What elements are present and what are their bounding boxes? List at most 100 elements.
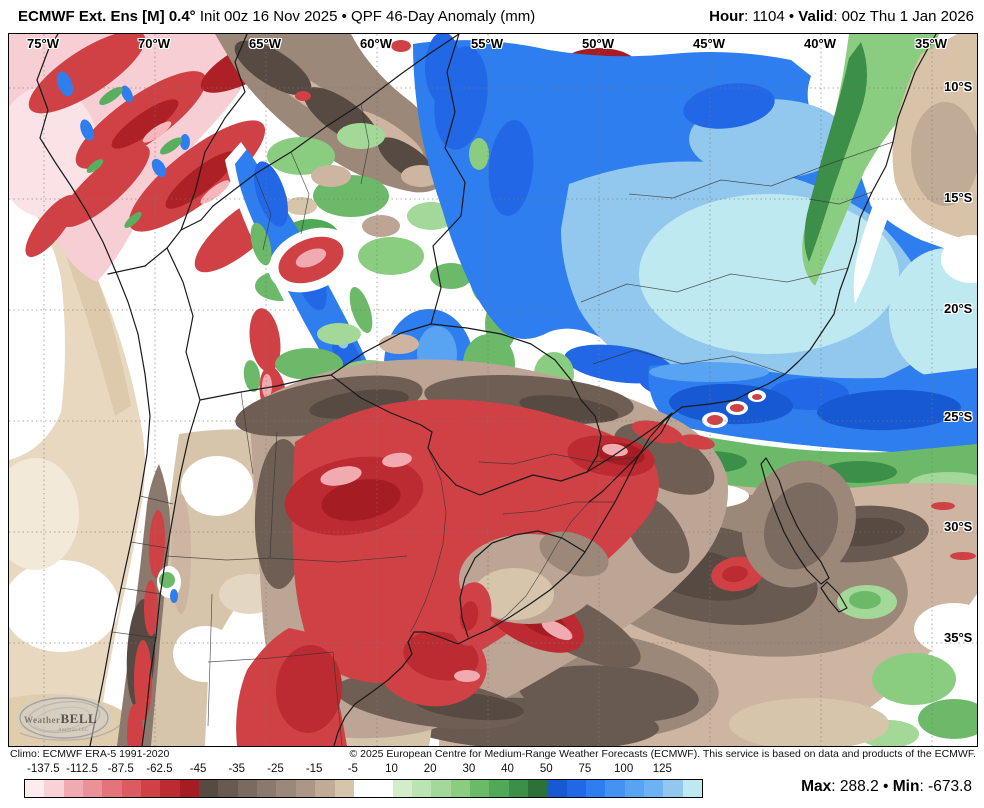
peru-chile-border bbox=[107, 265, 146, 275]
latitude-label: 10°S bbox=[944, 79, 973, 94]
colorbar-tick: -62.5 bbox=[146, 763, 173, 775]
climo-text: Climo: ECMWF ERA-5 1991-2020 bbox=[10, 748, 170, 760]
watermark-swirl-icon bbox=[17, 695, 121, 741]
longitude-label: 60°W bbox=[360, 36, 392, 51]
colorbar-tick: 125 bbox=[652, 763, 672, 775]
bolivia-paraguay-border bbox=[330, 323, 432, 376]
colorbar-segment bbox=[508, 780, 528, 797]
longitude-label: 65°W bbox=[249, 36, 281, 51]
colorbar-segment bbox=[63, 780, 84, 797]
colorbar-segment bbox=[315, 780, 335, 797]
latitude-label: 30°S bbox=[944, 519, 973, 534]
field-chile-strip bbox=[117, 464, 191, 746]
title-subtitle: Init 00z 16 Nov 2025 • QPF 46-Day Anomal… bbox=[195, 8, 536, 25]
lagoon-outline bbox=[760, 457, 830, 585]
min-label: Min bbox=[892, 778, 920, 795]
hour-label: Hour bbox=[709, 8, 745, 25]
misiones-border bbox=[586, 412, 673, 503]
colorbar-segment bbox=[141, 780, 161, 797]
colorbar-segment bbox=[83, 780, 103, 797]
chile-argentina-border bbox=[141, 399, 201, 746]
bolivia-brazil-east-border bbox=[430, 34, 466, 325]
colorbar-segment bbox=[121, 780, 142, 797]
min-value: : -673.8 bbox=[919, 778, 972, 795]
uruguay-brazil-border bbox=[459, 530, 586, 638]
map-canvas bbox=[8, 33, 978, 747]
colorbar-segment bbox=[44, 780, 64, 797]
colorbar-segment bbox=[218, 780, 238, 797]
valid-value: : 00z Thu 1 Jan 2026 bbox=[833, 8, 974, 25]
pacific-coastline bbox=[36, 34, 151, 746]
field-northwest-reds bbox=[9, 34, 302, 282]
colorbar-segment bbox=[682, 780, 703, 797]
colorbar-segment bbox=[547, 780, 567, 797]
latitude-label: 15°S bbox=[944, 190, 973, 205]
colorbar-tick: -87.5 bbox=[107, 763, 134, 775]
colorbar bbox=[24, 779, 703, 798]
colorbar-segment bbox=[644, 780, 664, 797]
bolivia-argentina-border bbox=[199, 374, 332, 401]
field-pacific bbox=[9, 154, 145, 746]
coastline-borders bbox=[36, 34, 937, 746]
colorbar-segment bbox=[276, 780, 296, 797]
colorbar-segment bbox=[334, 780, 354, 797]
colorbar-segment bbox=[25, 780, 45, 797]
bolivia-chile-border bbox=[166, 247, 201, 401]
watermark-weather-text: WeatherBELL bbox=[24, 711, 97, 726]
page-title: ECMWF Ext. Ens [M] 0.4° Init 00z 16 Nov … bbox=[18, 8, 535, 25]
peru-brazil-border bbox=[180, 34, 248, 231]
colorbar-segment bbox=[489, 780, 509, 797]
graticule-grid bbox=[9, 34, 977, 746]
maxmin-stats: Max: 288.2 • Min: -673.8 bbox=[801, 778, 972, 796]
colorbar-segment bbox=[450, 780, 470, 797]
valid-time: Hour: 1104 • Valid: 00z Thu 1 Jan 2026 bbox=[709, 8, 974, 25]
field-northeast-coast bbox=[802, 34, 977, 304]
longitude-label: 55°W bbox=[471, 36, 503, 51]
atlantic-coastline bbox=[333, 34, 937, 746]
model-name: ECMWF Ext. Ens [M] 0.4° bbox=[18, 8, 196, 25]
valid-label: Valid bbox=[798, 8, 834, 25]
colorbar-segment bbox=[566, 780, 586, 797]
colorbar-tick: -15 bbox=[305, 763, 323, 775]
max-value: : 288.2 • bbox=[831, 778, 893, 795]
colorbar-segment bbox=[179, 780, 200, 797]
colorbar-segment bbox=[160, 780, 180, 797]
colorbar-tick: 40 bbox=[501, 763, 514, 775]
field-25s-dark-blue-band bbox=[648, 362, 977, 453]
max-label: Max bbox=[801, 778, 832, 795]
longitude-label: 75°W bbox=[27, 36, 59, 51]
colorbar-segment bbox=[257, 780, 277, 797]
field-uruguay-area bbox=[450, 390, 856, 646]
colorbar-segment bbox=[469, 780, 490, 797]
attribution-strip: Climo: ECMWF ERA-5 1991-2020 © 2025 Euro… bbox=[8, 747, 976, 762]
longitude-label: 45°W bbox=[693, 36, 725, 51]
colorbar-tick: 10 bbox=[385, 763, 398, 775]
colorbar-segment bbox=[663, 780, 683, 797]
longitude-label: 40°W bbox=[804, 36, 836, 51]
colorbar-segment bbox=[237, 780, 258, 797]
colorbar-tick: -25 bbox=[267, 763, 284, 775]
colorbar-segment bbox=[373, 780, 393, 797]
colorbar-tick: -35 bbox=[228, 763, 246, 775]
colorbar-tick: -45 bbox=[189, 763, 207, 775]
lagoon-outline-2 bbox=[820, 581, 848, 613]
colorbar-tick-labels: -137.5 -112.5 -87.5 -62.5 -45 -35 -25 -15 -5 10 20… bbox=[0, 763, 984, 777]
latitude-label: 25°S bbox=[944, 409, 973, 424]
colorbar-tick: 20 bbox=[423, 763, 437, 775]
colorbar-segment bbox=[431, 780, 451, 797]
hour-value: : 1104 • bbox=[744, 8, 799, 25]
colorbar-tick: -112.5 bbox=[66, 763, 98, 775]
colorbar-tick: 100 bbox=[614, 763, 634, 775]
latitude-label: 35°S bbox=[944, 630, 973, 645]
colorbar-segment bbox=[353, 780, 374, 797]
longitude-label: 50°W bbox=[582, 36, 614, 51]
paraguay-argentina-border bbox=[330, 374, 588, 496]
colorbar-segment bbox=[624, 780, 644, 797]
colorbar-segment bbox=[527, 780, 548, 797]
watermark-sub-text: Analytics LLC bbox=[58, 728, 89, 733]
anomaly-field-map bbox=[9, 34, 977, 746]
paraguay-brazil-border bbox=[430, 323, 602, 473]
colorbar-segment bbox=[102, 780, 122, 797]
colorbar-tick: 50 bbox=[539, 763, 553, 775]
